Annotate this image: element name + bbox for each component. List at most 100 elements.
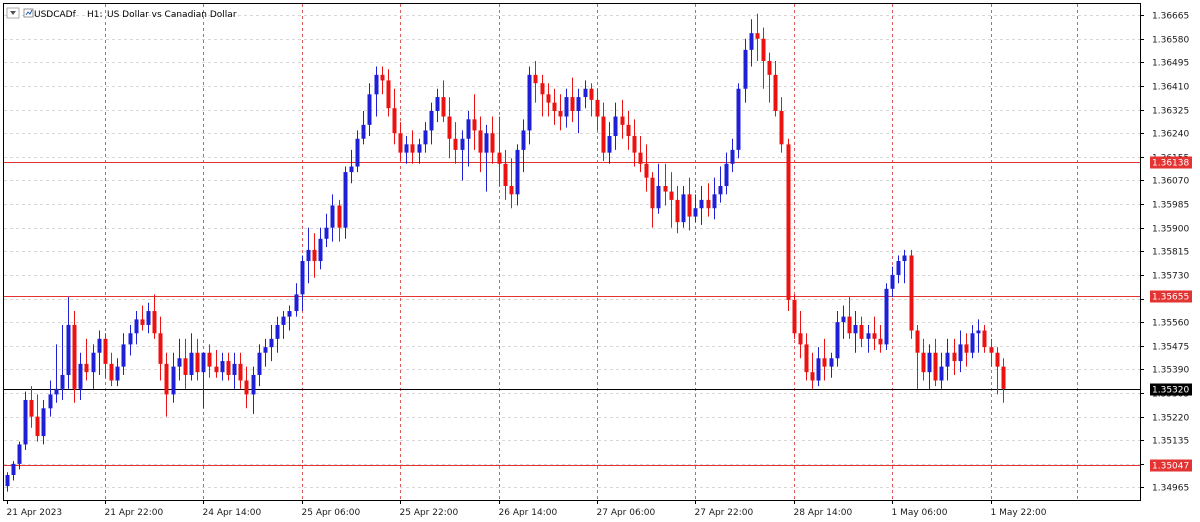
candle bbox=[164, 352, 169, 417]
arrow-down-icon[interactable] bbox=[6, 7, 20, 19]
candle-body bbox=[263, 347, 268, 353]
y-tick-label: 1.36665 bbox=[1152, 12, 1189, 22]
candle bbox=[447, 97, 452, 159]
candle bbox=[982, 324, 987, 353]
candle bbox=[48, 380, 53, 417]
symbol-icon bbox=[23, 8, 34, 18]
horizontal-lines[interactable] bbox=[4, 162, 1140, 466]
candle bbox=[663, 163, 668, 206]
candle-body bbox=[829, 358, 834, 367]
candle bbox=[35, 394, 40, 442]
candle bbox=[909, 249, 914, 339]
candle bbox=[620, 99, 625, 139]
candle bbox=[220, 352, 225, 381]
candle-body bbox=[822, 358, 827, 367]
candle-body bbox=[613, 116, 618, 136]
candle-body bbox=[109, 363, 114, 381]
candle-body bbox=[626, 124, 631, 136]
candle-body bbox=[798, 333, 803, 345]
x-tick-label: 28 Apr 14:00 bbox=[794, 508, 853, 518]
candle bbox=[54, 344, 59, 403]
candle-body bbox=[226, 361, 231, 375]
candle-body bbox=[398, 133, 403, 153]
candle bbox=[330, 194, 335, 242]
x-tick-label: 1 May 06:00 bbox=[892, 508, 948, 518]
candle-body bbox=[392, 108, 397, 134]
candle bbox=[958, 330, 963, 373]
candle-body bbox=[355, 138, 360, 167]
candle-body bbox=[699, 199, 704, 209]
candle-body bbox=[644, 163, 649, 178]
candle-body bbox=[982, 330, 987, 348]
candle bbox=[23, 391, 28, 450]
candle bbox=[453, 122, 458, 164]
candle-body bbox=[115, 366, 120, 381]
price-level-labels: 1.36138 1.35655 1.35320 1.35047 bbox=[1150, 156, 1192, 472]
candle-body bbox=[201, 352, 206, 373]
candle bbox=[367, 83, 372, 136]
candle bbox=[976, 319, 981, 353]
candle bbox=[478, 116, 483, 173]
y-tick-label: 1.35135 bbox=[1152, 437, 1189, 447]
y-tick-label: 1.36325 bbox=[1152, 107, 1189, 117]
price-label-box bbox=[1150, 383, 1192, 396]
candle bbox=[189, 333, 194, 381]
candle-body bbox=[29, 399, 34, 417]
candle-body bbox=[884, 288, 889, 345]
candle bbox=[201, 352, 206, 409]
candle bbox=[312, 233, 317, 278]
price-level-label: 1.35047 bbox=[1150, 459, 1192, 472]
candle bbox=[706, 183, 711, 217]
candle-body bbox=[140, 319, 145, 325]
candle bbox=[570, 77, 575, 123]
candle-body bbox=[693, 208, 698, 217]
candle-body bbox=[312, 249, 317, 262]
candle-body bbox=[730, 149, 735, 164]
candle bbox=[515, 144, 520, 206]
candle-body bbox=[380, 74, 385, 81]
candle-body bbox=[23, 399, 28, 445]
candle bbox=[712, 177, 717, 220]
candle bbox=[140, 305, 145, 331]
candle-body bbox=[78, 363, 83, 389]
candle-body bbox=[521, 130, 526, 150]
candle-body bbox=[423, 130, 428, 145]
candle-body bbox=[460, 138, 465, 150]
y-tick-label: 1.35900 bbox=[1152, 225, 1189, 235]
candle-body bbox=[921, 352, 926, 373]
candle bbox=[601, 102, 606, 161]
candle bbox=[441, 80, 446, 123]
candle-body bbox=[509, 186, 514, 195]
candle bbox=[97, 330, 102, 375]
price-axis: 1.36665 1.36580 1.36495 1.36410 1.36325 1.362… bbox=[1140, 12, 1189, 494]
candle bbox=[786, 138, 791, 312]
x-tick-label: 21 Apr 22:00 bbox=[105, 508, 164, 518]
candle bbox=[613, 102, 618, 150]
current-price-label: 1.35320 bbox=[1150, 383, 1192, 396]
candle-body bbox=[164, 363, 169, 395]
candle-body bbox=[872, 333, 877, 339]
candle-body bbox=[103, 338, 108, 364]
candle bbox=[890, 266, 895, 298]
candle-body bbox=[989, 347, 994, 353]
candle bbox=[417, 138, 422, 164]
chart-title: USDCADf H1: US Dollar vs Canadian Dollar bbox=[6, 7, 237, 20]
candle bbox=[103, 333, 108, 378]
candle bbox=[552, 88, 557, 125]
x-tick-label: 26 Apr 14:00 bbox=[499, 508, 558, 518]
candle bbox=[484, 124, 489, 192]
candle bbox=[939, 352, 944, 389]
candle-body bbox=[675, 199, 680, 223]
candle bbox=[109, 352, 114, 387]
candle-body bbox=[995, 352, 1000, 367]
candle bbox=[294, 283, 299, 317]
candle bbox=[66, 297, 71, 389]
candle-body bbox=[269, 338, 274, 348]
y-tick-label: 1.36070 bbox=[1152, 177, 1189, 187]
candle bbox=[656, 163, 661, 214]
x-tick-label: 24 Apr 14:00 bbox=[203, 508, 262, 518]
candle-body bbox=[570, 97, 575, 111]
candle-body bbox=[706, 199, 711, 209]
